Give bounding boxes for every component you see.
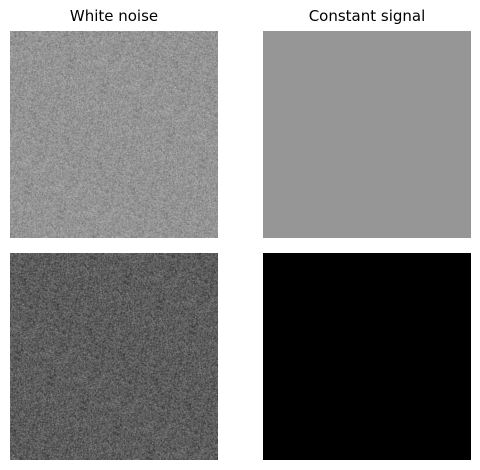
constant-signal-bottom-image xyxy=(263,253,471,460)
white-noise-bottom-image xyxy=(10,253,218,460)
white-noise-top-image xyxy=(10,31,218,238)
white-noise-top-canvas xyxy=(10,31,218,238)
constant-signal-bottom-canvas xyxy=(263,253,471,460)
constant-signal-top-image xyxy=(263,31,471,238)
white-noise-bottom-canvas xyxy=(10,253,218,460)
constant-signal-title: Constant signal xyxy=(308,7,426,25)
white-noise-title: White noise xyxy=(69,7,159,25)
constant-signal-top-canvas xyxy=(263,31,471,238)
